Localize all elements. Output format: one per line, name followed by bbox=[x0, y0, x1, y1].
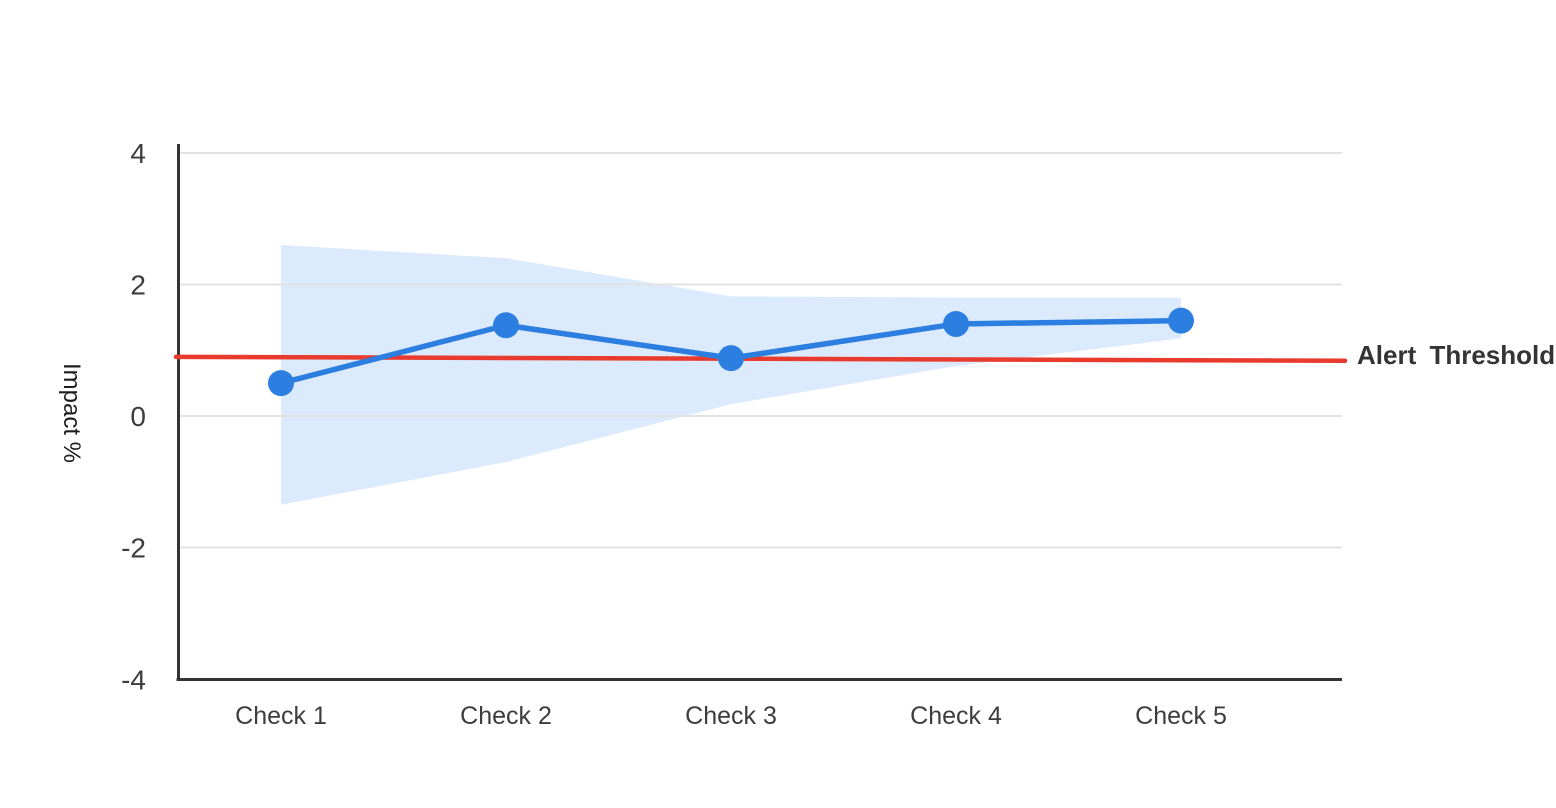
text-layer: Impact % Alert Threshold 4 2 0 -2 -4 Check 1 C… bbox=[58, 138, 1555, 730]
data-point-marker bbox=[1168, 307, 1194, 334]
confidence-band-layer bbox=[281, 245, 1181, 505]
y-tick-label: 0 bbox=[130, 401, 146, 432]
x-tick-label: Check 4 bbox=[910, 702, 1002, 730]
y-tick-label: 2 bbox=[130, 270, 146, 301]
x-tick-label: Check 5 bbox=[1135, 702, 1227, 730]
threshold-label: Alert Threshold bbox=[1357, 340, 1555, 370]
series-layer bbox=[268, 307, 1194, 397]
y-tick-label: -4 bbox=[121, 665, 146, 696]
y-tick-label: -2 bbox=[121, 533, 146, 564]
data-point-marker bbox=[493, 312, 519, 339]
gridline-layer bbox=[178, 152, 1342, 549]
data-point-marker bbox=[268, 370, 294, 397]
x-tick-label: Check 3 bbox=[685, 702, 777, 730]
x-tick-label: Check 1 bbox=[235, 702, 327, 730]
y-tick-label: 4 bbox=[130, 138, 146, 169]
x-tick-label: Check 2 bbox=[460, 702, 552, 730]
data-point-marker bbox=[718, 345, 744, 372]
y-axis-title: Impact % bbox=[58, 363, 85, 463]
confidence-band bbox=[281, 245, 1181, 505]
axis-layer bbox=[176, 144, 1342, 681]
data-point-marker bbox=[943, 310, 969, 337]
